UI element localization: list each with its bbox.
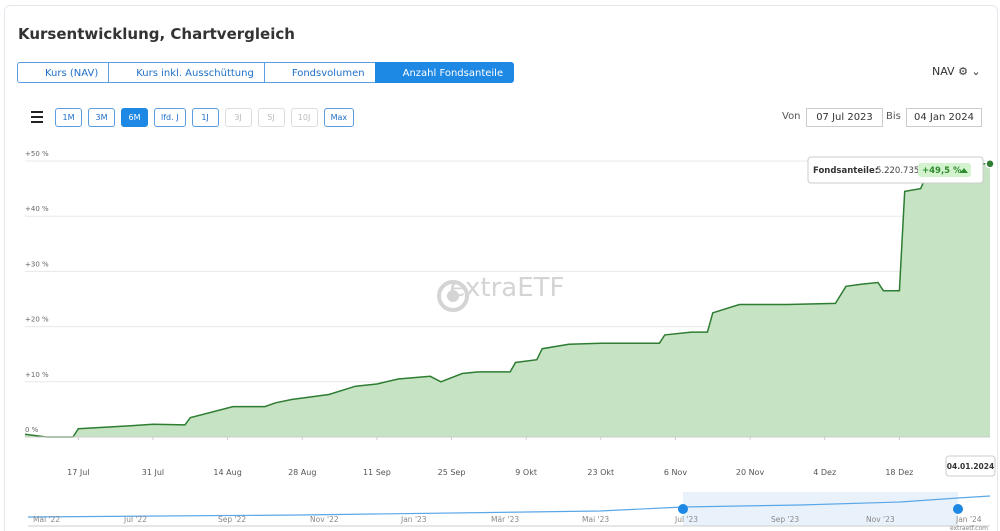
navigator-label: Sep '23 (771, 515, 799, 524)
tab[interactable]: Anzahl Fondsanteile (374, 62, 515, 83)
tooltip-label: Fondsanteile: (813, 166, 878, 176)
navigator-handle[interactable] (678, 504, 688, 514)
y-tick-label: +10 % (25, 371, 49, 379)
navigator-handle[interactable] (953, 504, 963, 514)
tab[interactable]: Kurs (NAV) (17, 62, 110, 83)
x-tick-label: 14 Aug (213, 468, 241, 477)
watermark-logo (437, 280, 469, 312)
tab-bar: Kurs (NAV) Kurs inkl. Ausschüttung Fondsvo… (17, 62, 515, 83)
x-tick-label: 17 Jul (67, 468, 89, 477)
change-badge (918, 163, 971, 177)
x-tick-label: 31 Jul (142, 468, 164, 477)
navigator-label: Jan '23 (400, 515, 427, 524)
range-button: 3J (224, 108, 252, 127)
tab[interactable]: Kurs inkl. Ausschüttung (108, 62, 265, 83)
y-tick-label: 0 % (25, 426, 39, 434)
tab[interactable]: Fondsvolumen (263, 62, 376, 83)
navigator-label: Nov '22 (310, 515, 339, 524)
x-tick-label: 9 Okt (515, 468, 537, 477)
navigator-label: Jan '24 (955, 515, 982, 524)
line (24, 163, 990, 438)
range-button: 5J (257, 108, 285, 127)
from-input[interactable]: 07 Jul 2023 (806, 108, 883, 127)
range-button[interactable]: 1J (191, 108, 219, 127)
menu-icon[interactable] (31, 111, 43, 123)
navigator-label: Mai '22 (33, 515, 60, 524)
y-tick-label: +50 % (25, 150, 49, 158)
x-tick-label: 6 Nov (664, 468, 688, 477)
navigator-line (27, 495, 991, 518)
navigator-selection (683, 492, 958, 526)
range-button[interactable]: 6M (121, 108, 148, 127)
nav-selector[interactable]: NAV ⚙ ⌄ (932, 65, 981, 78)
x-tick-label: 4 Dez (813, 468, 836, 477)
date-badge (945, 455, 996, 477)
credit: extraetf.com (950, 525, 988, 531)
navigator (27, 492, 991, 527)
x-tick-label: 20 Nov (736, 468, 765, 477)
y-tick-label: +30 % (25, 260, 49, 268)
tooltip-change: +49,5 % (922, 166, 962, 176)
card (4, 5, 998, 531)
range-button[interactable]: lfd. J (154, 108, 186, 127)
from-label: Von (782, 111, 801, 122)
navigator-label: Mai '23 (582, 515, 609, 524)
navigator-label: Jul '23 (674, 515, 698, 524)
range-button[interactable]: 3M (88, 108, 115, 127)
to-input[interactable]: 04 Jan 2024 (906, 108, 982, 127)
to-label: Bis (886, 111, 901, 122)
range-button[interactable]: Max (323, 108, 355, 127)
watermark-logo (447, 290, 459, 302)
x-tick-label: 18 Dez (885, 468, 913, 477)
selector-label: NAV (932, 65, 955, 78)
y-tick-label: +40 % (25, 205, 49, 213)
x-tick-label: 11 Sep (363, 468, 391, 477)
tooltip: Fondsanteile:5.220.735 +49,5 % (807, 156, 984, 184)
up-arrow (960, 168, 968, 173)
area (25, 163, 990, 438)
tooltip-value: 5.220.735 (876, 166, 919, 176)
navigator-label: Mär '23 (491, 515, 519, 524)
navigator-label: Jul '22 (123, 515, 147, 524)
end-point (985, 159, 995, 169)
x-tick-label: 23 Okt (587, 468, 614, 477)
range-button[interactable]: 1M (55, 108, 82, 127)
title: Kursentwicklung, Chartvergleich (18, 25, 295, 43)
navigator-label: Sep '22 (218, 515, 246, 524)
range-button: 10J (290, 108, 318, 127)
navigator-label: Nov '23 (866, 515, 895, 524)
x-tick-label: 25 Sep (438, 468, 466, 477)
x-tick-label: 28 Aug (288, 468, 316, 477)
date-badge-label: 04.01.2024 (947, 462, 994, 471)
y-tick-label: +20 % (25, 316, 49, 324)
range-buttons: 1M 3M 6M lfd. J 1J 3J 5J 10J Max (55, 108, 355, 127)
